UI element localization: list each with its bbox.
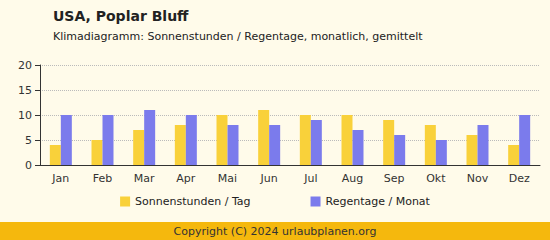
svg-text:20: 20	[18, 59, 32, 72]
svg-text:Jul: Jul	[303, 172, 317, 185]
svg-text:15: 15	[18, 84, 32, 97]
svg-text:Dez: Dez	[509, 172, 530, 185]
svg-text:Copyright (C) 2024 urlaubplane: Copyright (C) 2024 urlaubplanen.org	[174, 225, 377, 238]
svg-text:Mar: Mar	[134, 172, 155, 185]
svg-text:Feb: Feb	[93, 172, 112, 185]
svg-text:Sep: Sep	[384, 172, 405, 185]
svg-text:Nov: Nov	[467, 172, 489, 185]
svg-text:Okt: Okt	[426, 172, 446, 185]
svg-text:USA, Poplar Bluff: USA, Poplar Bluff	[53, 8, 189, 24]
svg-text:Jun: Jun	[260, 172, 278, 185]
svg-text:5: 5	[25, 134, 32, 147]
svg-text:10: 10	[18, 109, 32, 122]
svg-text:0: 0	[25, 159, 32, 172]
svg-text:Klimadiagramm: Sonnenstunden /: Klimadiagramm: Sonnenstunden / Regentage…	[53, 30, 423, 43]
svg-text:Apr: Apr	[176, 172, 196, 185]
svg-text:Jan: Jan	[51, 172, 69, 185]
svg-text:Aug: Aug	[342, 172, 363, 185]
svg-text:Regentage / Monat: Regentage / Monat	[326, 195, 431, 208]
svg-text:Mai: Mai	[218, 172, 237, 185]
svg-text:Sonnenstunden / Tag: Sonnenstunden / Tag	[135, 195, 250, 208]
